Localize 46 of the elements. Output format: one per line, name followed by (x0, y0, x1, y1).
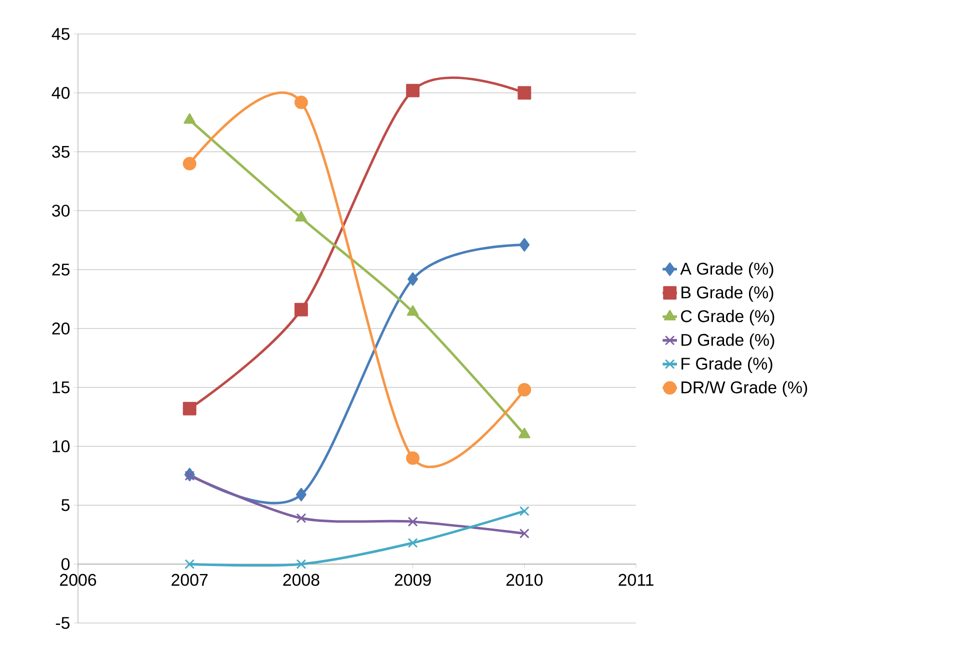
point (408, 272, 418, 286)
point (296, 513, 306, 524)
x-tick-label: 2009 (394, 574, 431, 586)
y-tick-label: -5 (56, 617, 70, 629)
point (406, 305, 419, 316)
y-tick-label: 30 (52, 204, 70, 217)
point (406, 84, 420, 98)
point (518, 86, 532, 100)
x-tick-label: 2007 (172, 574, 208, 586)
y-tick-label: 35 (52, 146, 70, 158)
point (408, 538, 418, 548)
point (182, 402, 196, 416)
y-tick-label: 20 (52, 322, 70, 334)
point (182, 156, 196, 170)
point (184, 559, 195, 570)
x-tick-label: 2011 (618, 574, 654, 586)
point (294, 96, 308, 110)
point (294, 302, 308, 316)
point (519, 528, 530, 538)
y-tick-label: 45 (52, 28, 70, 40)
legend-label: DR/W Grade (%) (682, 380, 808, 397)
y-tick-label: 5 (61, 499, 70, 512)
y-tick-label: 0 (61, 558, 70, 570)
y-tick-label: 40 (52, 86, 70, 99)
point (518, 383, 532, 396)
x-tick-label: 2010 (506, 574, 543, 586)
legend-label: B Grade (%) (682, 286, 774, 302)
legend-label: F Grade (%) (682, 357, 772, 373)
legend-label: D Grade (%) (682, 333, 774, 350)
x-tick-label: 2006 (60, 574, 96, 586)
y-tick-label: 25 (52, 264, 70, 276)
point (184, 470, 195, 481)
legend-label: C Grade (%) (681, 310, 774, 326)
point (295, 211, 308, 222)
point (408, 516, 418, 527)
y-tick-label: 15 (52, 381, 70, 394)
point (519, 238, 530, 252)
y-tick-label: 10 (52, 440, 70, 452)
point (519, 506, 530, 516)
legend-label: A Grade (%) (680, 262, 774, 278)
point (296, 488, 306, 502)
point (184, 113, 196, 124)
point (406, 451, 420, 465)
point (296, 559, 306, 570)
point (518, 428, 530, 438)
x-tick-label: 2008 (283, 574, 320, 586)
